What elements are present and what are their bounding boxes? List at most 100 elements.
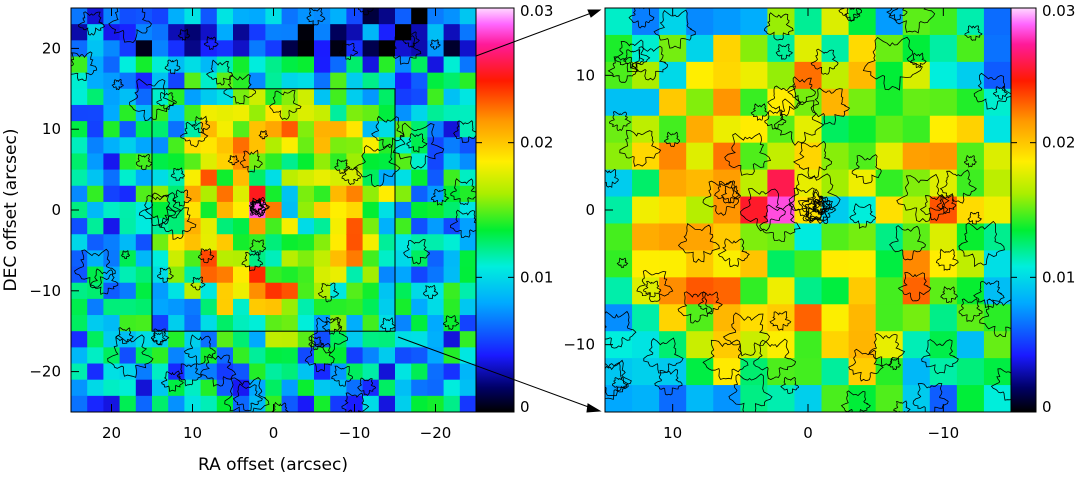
heatmap-cell [249, 104, 266, 122]
contour-line [643, 280, 662, 298]
heatmap-cell [330, 250, 347, 268]
heatmap-cell [713, 34, 741, 63]
contour-line [797, 188, 833, 225]
heatmap-cell [233, 282, 250, 300]
heatmap-cell [135, 137, 153, 155]
heatmap-cell [362, 298, 380, 316]
heatmap-cell [443, 201, 461, 219]
heatmap-cell [281, 104, 299, 122]
heatmap-cell [427, 282, 445, 300]
heatmap-cell [740, 385, 768, 412]
heatmap-cell [713, 115, 741, 144]
heatmap-cell [281, 185, 299, 203]
heatmap-cell [983, 61, 1011, 90]
right-panel: 10 0 −10 10 0 −10 0 0.01 0.02 0.03 [563, 2, 1075, 442]
heatmap-cell [459, 40, 476, 58]
heatmap-cell [330, 298, 347, 316]
contour-line [129, 78, 175, 122]
heatmap-cell [378, 185, 396, 203]
heatmap-cell [200, 395, 218, 412]
heatmap-cell [297, 298, 315, 316]
heatmap-cell [443, 266, 461, 284]
heatmap-cell [659, 88, 687, 117]
heatmap-cell [411, 298, 428, 316]
x-tick-label: 0 [803, 424, 813, 442]
heatmap-cell [168, 315, 185, 332]
heatmap-cell [443, 331, 461, 348]
heatmap-cell [713, 142, 741, 171]
contour-line [135, 154, 153, 171]
heatmap-cell [632, 115, 660, 144]
heatmap-cell [740, 88, 768, 117]
heatmap-cell [346, 266, 364, 284]
heatmap-cell [378, 153, 396, 171]
contour-line [197, 248, 215, 264]
left-colorbar [475, 7, 515, 413]
contour-line [921, 339, 959, 375]
heatmap-cell [378, 40, 396, 58]
heatmap-cell [297, 153, 315, 171]
heatmap-cell [362, 315, 380, 332]
heatmap-cell [314, 201, 331, 219]
contour-line [605, 310, 637, 349]
heatmap-cell [135, 379, 153, 397]
heatmap-cell [87, 56, 104, 74]
heatmap-cell [411, 24, 428, 41]
heatmap-cell [443, 104, 461, 122]
heatmap-cell [794, 142, 823, 171]
heatmap-cell [378, 315, 396, 332]
heatmap-cell [168, 121, 185, 138]
contour-line [74, 248, 116, 289]
contour-line [992, 85, 1008, 100]
heatmap-cell [103, 185, 121, 203]
heatmap-cell [632, 34, 660, 63]
heatmap-cell [152, 72, 169, 90]
heatmap-cell [362, 121, 380, 138]
heatmap-cell [459, 201, 476, 219]
heatmap-cell [902, 169, 931, 198]
heatmap-cell [411, 218, 428, 235]
contour-line [848, 348, 884, 382]
heatmap-cell [216, 88, 234, 106]
heatmap-cell [265, 315, 283, 332]
contour-line [740, 187, 786, 232]
heatmap-cell [362, 56, 380, 74]
contour-line [973, 280, 1005, 309]
heatmap-cell [233, 298, 250, 316]
contour-line [200, 353, 237, 387]
heatmap-cell [411, 137, 428, 155]
heatmap-cell [281, 8, 299, 25]
heatmap-cell [135, 121, 153, 138]
heatmap-cell [427, 185, 445, 203]
heatmap-cell [902, 331, 931, 359]
left-colorbar-ticks: 0 0.01 0.02 0.03 [476, 2, 553, 416]
heatmap-cell [281, 169, 299, 187]
contour-line [677, 223, 720, 263]
colorbar-tick-label: 0 [520, 398, 530, 416]
heatmap-cell [119, 153, 137, 171]
contour-line [775, 43, 793, 60]
heatmap-cell [233, 24, 250, 41]
heatmap-cell [249, 56, 266, 74]
heatmap-cell [200, 56, 218, 74]
heatmap-cell [119, 169, 137, 187]
contour-line [958, 298, 983, 322]
x-tick-label: −20 [420, 424, 452, 442]
contour-line [164, 59, 181, 75]
heatmap-cell [297, 121, 315, 138]
contour-line [605, 359, 632, 397]
heatmap-cell [686, 8, 714, 36]
heatmap-cell [71, 72, 88, 90]
heatmap-cell [346, 104, 364, 122]
heatmap-cell [265, 282, 283, 300]
heatmap-cell [330, 347, 347, 365]
heatmap-cell [87, 169, 104, 187]
heatmap-cell [395, 201, 412, 219]
heatmap-cell [87, 315, 104, 332]
heatmap-cell [686, 115, 714, 144]
heatmap-cell [875, 88, 904, 117]
heatmap-cell [459, 363, 476, 381]
heatmap-cell [314, 266, 331, 284]
heatmap-cell [902, 142, 931, 171]
heatmap-cell [119, 201, 137, 219]
